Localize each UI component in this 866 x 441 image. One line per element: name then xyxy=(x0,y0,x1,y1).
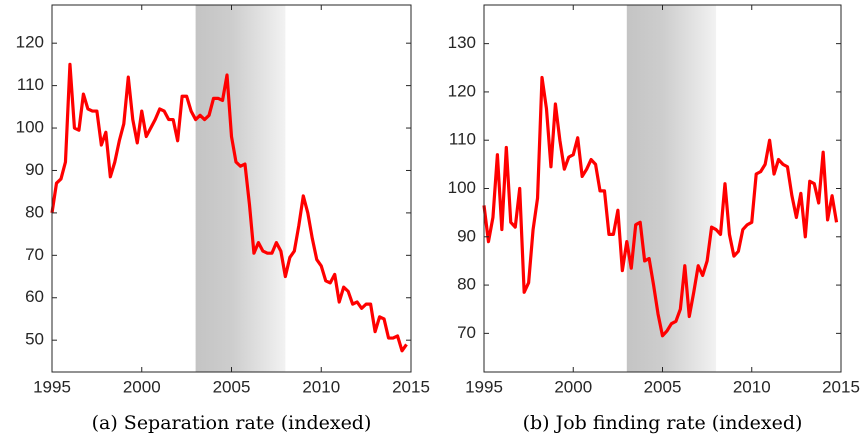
y-tick-label: 100 xyxy=(16,118,44,137)
x-tick-label: 2010 xyxy=(733,377,771,396)
x-tick-label: 2000 xyxy=(554,377,592,396)
y-tick-label: 110 xyxy=(17,75,44,94)
x-tick-label: 2015 xyxy=(392,377,430,396)
y-tick-label: 130 xyxy=(448,33,476,52)
x-tick-label: 2000 xyxy=(123,377,161,396)
y-tick-label: 90 xyxy=(457,226,476,245)
caption: (b) Job finding rate (indexed) xyxy=(523,412,803,434)
data-line xyxy=(50,62,408,353)
y-tick-label: 60 xyxy=(25,287,44,306)
x-tick-label: 1995 xyxy=(465,377,503,396)
y-tick-label: 70 xyxy=(25,245,44,264)
y-tick-label: 80 xyxy=(25,202,44,221)
y-tick-label: 50 xyxy=(25,330,44,349)
y-tick-label: 70 xyxy=(457,323,476,342)
y-tick-label: 120 xyxy=(448,81,476,100)
caption: (a) Separation rate (indexed) xyxy=(92,412,372,434)
x-tick-label: 2010 xyxy=(302,377,340,396)
x-tick-label: 1995 xyxy=(33,377,71,396)
y-tick-label: 100 xyxy=(448,178,476,197)
shaded-region xyxy=(195,5,286,372)
x-tick-label: 2005 xyxy=(213,377,251,396)
y-tick-label: 120 xyxy=(16,33,44,52)
shaded-region xyxy=(626,5,717,372)
x-tick-label: 2015 xyxy=(822,377,860,396)
data-line xyxy=(482,75,839,338)
y-tick-label: 80 xyxy=(457,275,476,294)
y-tick-label: 90 xyxy=(25,160,44,179)
y-tick-label: 110 xyxy=(449,130,476,149)
x-tick-label: 2005 xyxy=(644,377,682,396)
